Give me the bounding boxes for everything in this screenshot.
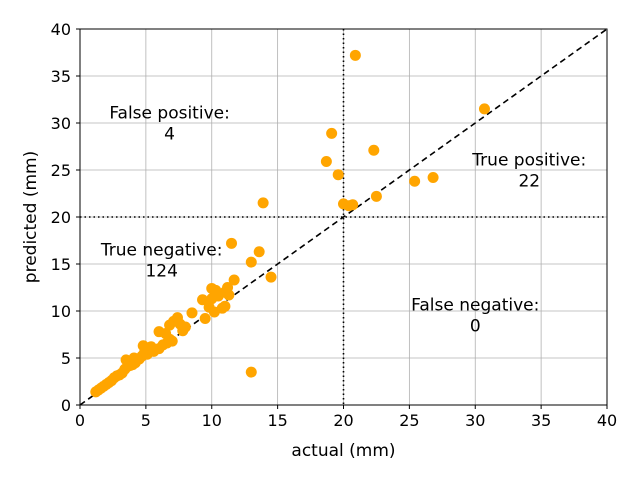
data-point — [228, 274, 240, 286]
data-point — [222, 282, 234, 293]
y-tick-label: 30 — [51, 114, 71, 133]
y-tick-label: 10 — [51, 302, 71, 321]
annotation-tp-count: 22 — [518, 172, 540, 192]
data-point — [257, 197, 269, 209]
data-point — [199, 313, 211, 325]
annotations: False positive:4 True positive:22 True neg… — [100, 104, 586, 337]
x-tick-label: 10 — [202, 411, 222, 430]
data-point — [219, 300, 231, 312]
data-point — [186, 307, 198, 319]
x-tick-label: 30 — [465, 411, 485, 430]
y-axis-label: predicted (mm) — [21, 151, 41, 283]
data-points — [90, 49, 490, 398]
annotation-fn-label: False negative: — [411, 295, 539, 315]
data-point — [210, 284, 222, 296]
x-tick-label: 35 — [531, 411, 551, 430]
data-point — [153, 326, 165, 338]
y-tick-label: 40 — [51, 20, 71, 39]
data-point — [197, 294, 209, 306]
data-point — [370, 190, 382, 202]
data-point — [409, 175, 421, 187]
data-point — [332, 169, 344, 181]
annotation-fp-count: 4 — [164, 125, 175, 145]
x-tick-label: 25 — [399, 411, 419, 430]
data-point — [368, 144, 380, 156]
y-tick-label: 35 — [51, 67, 71, 86]
y-tick-label: 5 — [61, 349, 71, 368]
data-point — [245, 366, 257, 378]
x-axis-label: actual (mm) — [291, 441, 395, 461]
y-tick-label: 0 — [61, 396, 71, 415]
annotation-fp-label: False positive: — [109, 104, 230, 124]
data-point — [427, 172, 439, 184]
x-tick-label: 40 — [597, 411, 617, 430]
annotation-tp-label: True positive: — [471, 151, 586, 171]
annotation-fn-count: 0 — [470, 316, 481, 336]
x-tick-label: 0 — [75, 411, 85, 430]
x-tick-label: 20 — [333, 411, 353, 430]
annotation-tn-label: True negative: — [100, 241, 223, 261]
data-point — [245, 256, 257, 268]
data-point — [326, 127, 338, 139]
diagonal-line — [79, 28, 608, 406]
data-point — [478, 103, 490, 115]
y-tick-label: 25 — [51, 161, 71, 180]
data-point — [253, 246, 265, 258]
y-tick-label: 20 — [51, 208, 71, 227]
data-point — [347, 199, 359, 211]
data-point — [179, 321, 191, 333]
y-tick-label: 15 — [51, 255, 71, 274]
data-point — [320, 156, 332, 168]
x-tick-label: 5 — [141, 411, 151, 430]
data-point — [166, 335, 178, 347]
data-point — [226, 237, 238, 249]
reference-lines — [79, 28, 608, 406]
data-point — [349, 49, 361, 61]
x-tick-label: 15 — [267, 411, 287, 430]
data-point — [265, 271, 277, 283]
annotation-tn-count: 124 — [145, 262, 177, 282]
